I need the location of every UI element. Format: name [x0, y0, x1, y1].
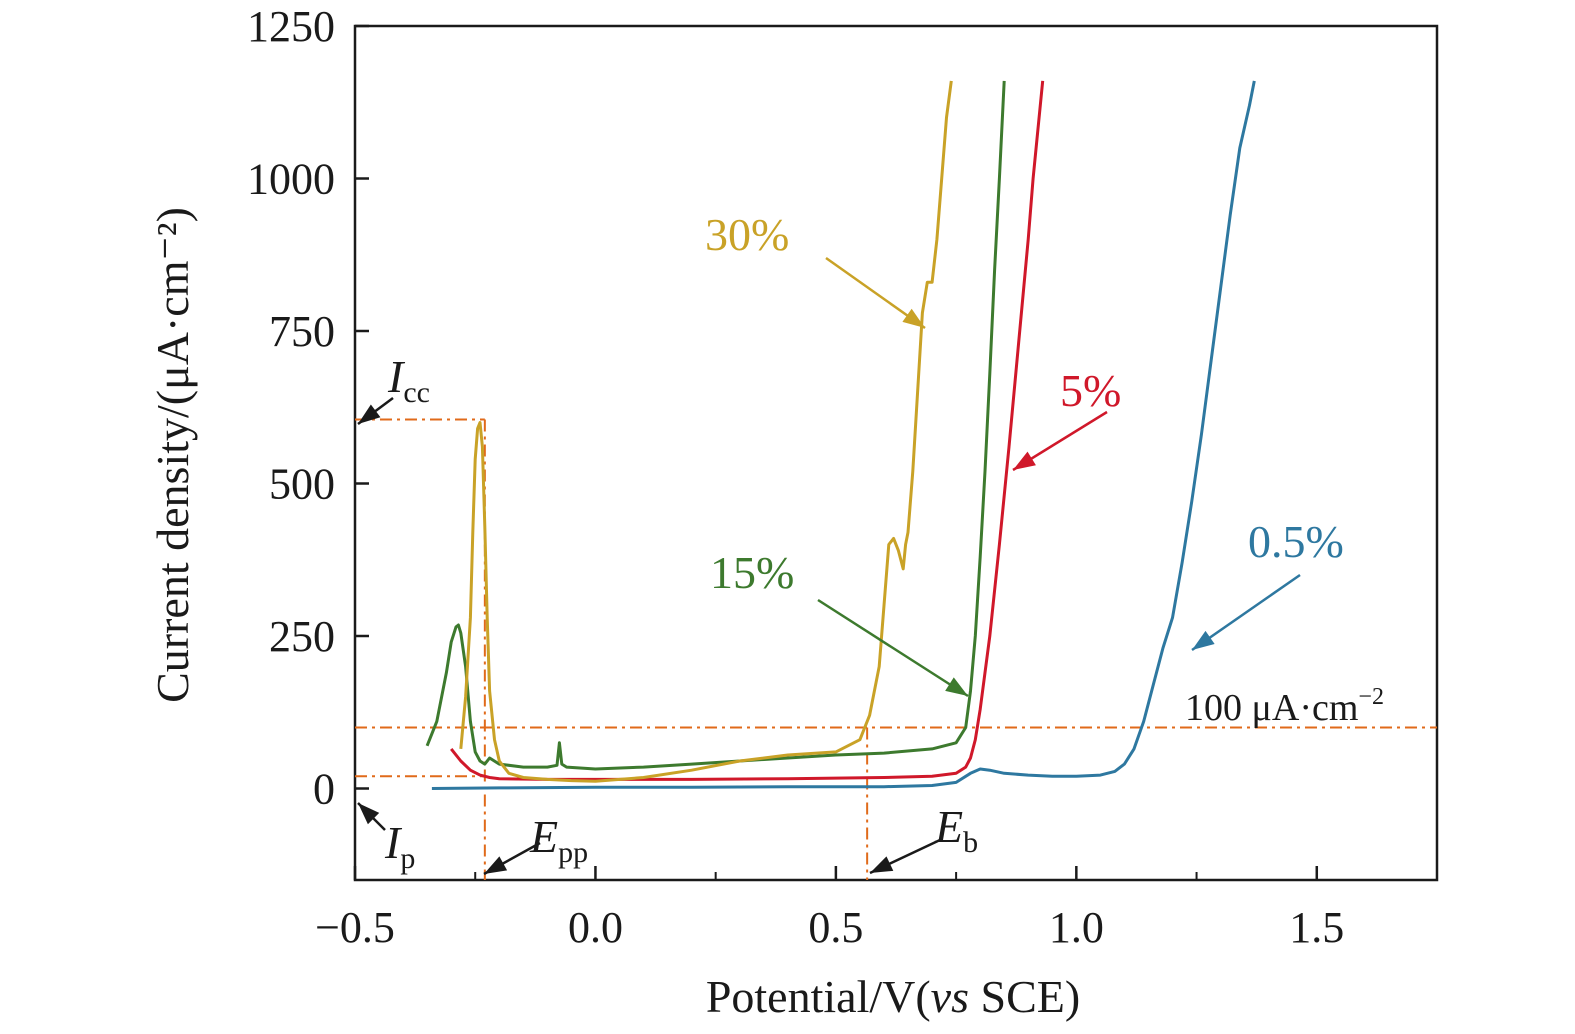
- x-tick-label: 0.0: [568, 903, 623, 952]
- pointer-15-head: [945, 677, 968, 696]
- plot-area: −0.5 0.0 0.5 1.0 1.5 0 250 500 750 1000 1250: [247, 2, 1439, 952]
- eb-annotation: Eb: [934, 801, 978, 859]
- icc-annotation: Icc: [387, 351, 430, 409]
- ip-annotation: Ip: [384, 817, 415, 875]
- pointer-5-head: [1013, 451, 1036, 470]
- x-tick-label: 0.5: [808, 903, 863, 952]
- x-axis-label: Potential/V(vs SCE): [706, 971, 1080, 1022]
- epp-annotation: Epp: [529, 811, 588, 869]
- x-tick-label: 1.0: [1049, 903, 1104, 952]
- series-line-15pct: [425, 80, 1006, 771]
- epp-pointer-head: [484, 856, 508, 874]
- pointer-30-head: [902, 308, 925, 328]
- ref-line-label: 100 μA·cm−2: [1185, 684, 1384, 729]
- ip-pointer-head: [358, 803, 380, 825]
- y-tick-label: 0: [313, 765, 335, 814]
- series-line-5pct: [450, 80, 1045, 781]
- series-line-0-5pct: [431, 80, 1256, 790]
- x-tick-label: 1.5: [1289, 903, 1344, 952]
- series-label-15: 15%: [710, 547, 794, 598]
- icc-pointer-head: [358, 404, 381, 424]
- plot-frame: [353, 24, 1439, 882]
- eb-pointer-head: [870, 856, 894, 873]
- y-axis-label: Current density/(μA·cm⁻²): [147, 207, 198, 703]
- y-tick-label: 250: [269, 612, 335, 661]
- series-line-30pct: [459, 80, 953, 783]
- pointer-0-5-head: [1192, 630, 1215, 650]
- pointer-15: [817, 598, 969, 698]
- series-label-30: 30%: [705, 209, 789, 260]
- y-tick-label: 1250: [247, 2, 335, 51]
- x-tick-label: −0.5: [315, 903, 395, 952]
- series-label-0-5: 0.5%: [1248, 516, 1344, 567]
- y-tick-label: 500: [269, 460, 335, 509]
- y-tick-label: 750: [269, 307, 335, 356]
- y-tick-label: 1000: [247, 155, 335, 204]
- series-label-5: 5%: [1060, 365, 1121, 416]
